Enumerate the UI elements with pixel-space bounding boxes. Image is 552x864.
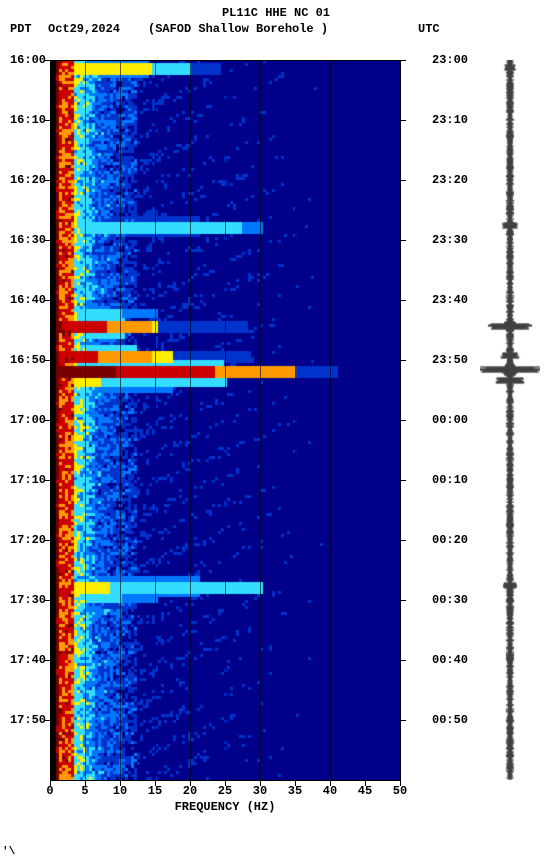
y-tick-mark-right	[400, 360, 406, 361]
y-tick-right-label: 00:00	[432, 413, 468, 427]
y-tick-mark-right	[400, 540, 406, 541]
x-tick-label: 35	[288, 784, 302, 798]
tz-right-label: UTC	[418, 22, 440, 36]
footer-mark: '\	[2, 846, 15, 858]
y-tick-left-label: 17:00	[10, 413, 46, 427]
y-tick-right-label: 23:20	[432, 173, 468, 187]
x-tick-label: 45	[358, 784, 372, 798]
y-tick-right-label: 00:40	[432, 653, 468, 667]
y-tick-right-label: 23:40	[432, 293, 468, 307]
y-tick-mark-left	[44, 120, 50, 121]
waveform-canvas	[480, 60, 540, 780]
grid-line	[295, 60, 296, 780]
x-tick-label: 5	[81, 784, 88, 798]
x-tick-label: 10	[113, 784, 127, 798]
tz-left-label: PDT	[10, 22, 32, 36]
y-tick-mark-left	[44, 360, 50, 361]
y-tick-mark-right	[400, 180, 406, 181]
y-tick-right-label: 23:30	[432, 233, 468, 247]
x-tick-mark	[155, 780, 156, 786]
x-tick-mark	[85, 780, 86, 786]
plot-title: PL11C HHE NC 01	[0, 6, 552, 20]
border-left	[50, 60, 51, 780]
x-tick-label: 30	[253, 784, 267, 798]
grid-line	[155, 60, 156, 780]
waveform-plot	[480, 60, 540, 780]
y-tick-mark-right	[400, 60, 406, 61]
x-tick-mark	[400, 780, 401, 786]
y-tick-left-label: 16:40	[10, 293, 46, 307]
y-tick-mark-left	[44, 240, 50, 241]
x-tick-mark	[225, 780, 226, 786]
y-tick-left-label: 16:50	[10, 353, 46, 367]
y-tick-mark-left	[44, 660, 50, 661]
y-tick-mark-right	[400, 240, 406, 241]
x-tick-label: 15	[148, 784, 162, 798]
x-tick-mark	[190, 780, 191, 786]
x-axis-label: FREQUENCY (HZ)	[175, 800, 276, 814]
y-tick-left-label: 16:00	[10, 53, 46, 67]
y-tick-right-label: 00:20	[432, 533, 468, 547]
y-tick-left-label: 17:40	[10, 653, 46, 667]
grid-line	[365, 60, 366, 780]
y-tick-right-label: 23:10	[432, 113, 468, 127]
y-tick-mark-left	[44, 600, 50, 601]
y-tick-mark-left	[44, 420, 50, 421]
y-tick-mark-right	[400, 300, 406, 301]
y-tick-mark-right	[400, 720, 406, 721]
x-tick-label: 20	[183, 784, 197, 798]
date-label: Oct29,2024	[48, 22, 120, 36]
y-tick-left-label: 16:10	[10, 113, 46, 127]
y-tick-mark-left	[44, 720, 50, 721]
x-tick-mark	[120, 780, 121, 786]
y-tick-left-label: 17:20	[10, 533, 46, 547]
grid-line	[225, 60, 226, 780]
grid-line	[190, 60, 191, 780]
x-tick-mark	[50, 780, 51, 786]
x-tick-label: 50	[393, 784, 407, 798]
x-tick-mark	[260, 780, 261, 786]
y-tick-right-label: 00:30	[432, 593, 468, 607]
y-tick-left-label: 17:50	[10, 713, 46, 727]
y-tick-mark-right	[400, 120, 406, 121]
x-tick-label: 40	[323, 784, 337, 798]
y-tick-mark-left	[44, 300, 50, 301]
y-tick-right-label: 23:50	[432, 353, 468, 367]
y-tick-right-label: 00:10	[432, 473, 468, 487]
y-tick-mark-right	[400, 420, 406, 421]
y-tick-mark-right	[400, 660, 406, 661]
grid-line	[330, 60, 331, 780]
station-label: (SAFOD Shallow Borehole )	[148, 22, 328, 36]
y-tick-left-label: 16:30	[10, 233, 46, 247]
y-tick-mark-left	[44, 60, 50, 61]
y-tick-left-label: 17:10	[10, 473, 46, 487]
grid-line	[260, 60, 261, 780]
y-tick-right-label: 23:00	[432, 53, 468, 67]
x-tick-label: 25	[218, 784, 232, 798]
x-tick-mark	[330, 780, 331, 786]
y-tick-mark-left	[44, 180, 50, 181]
y-tick-right-label: 00:50	[432, 713, 468, 727]
y-tick-mark-right	[400, 480, 406, 481]
grid-line	[85, 60, 86, 780]
y-tick-left-label: 16:20	[10, 173, 46, 187]
grid-line	[120, 60, 121, 780]
y-tick-mark-right	[400, 600, 406, 601]
y-tick-left-label: 17:30	[10, 593, 46, 607]
y-tick-mark-left	[44, 540, 50, 541]
x-tick-label: 0	[46, 784, 53, 798]
y-tick-mark-left	[44, 480, 50, 481]
x-tick-mark	[295, 780, 296, 786]
x-tick-mark	[365, 780, 366, 786]
